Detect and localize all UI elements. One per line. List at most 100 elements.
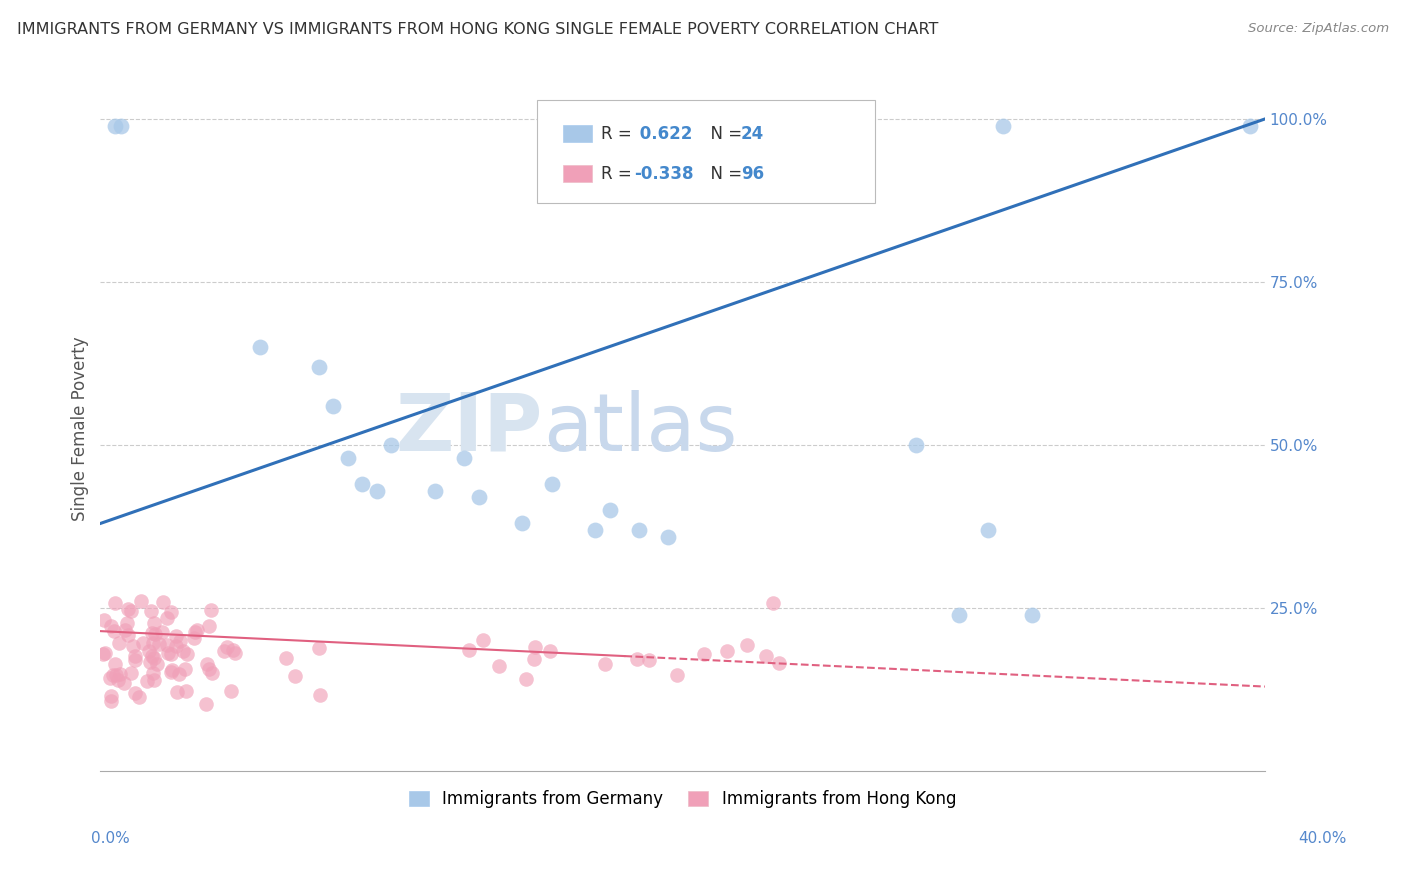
Point (157, 646, 180, 660)
Point (143, 627, 166, 641)
Y-axis label: Single Female Poverty: Single Female Poverty (72, 336, 89, 521)
Point (198, 662, 221, 676)
Text: 24: 24 (741, 125, 763, 143)
Point (108, 666, 131, 681)
Point (124, 653, 146, 667)
Point (117, 602, 139, 616)
Point (141, 625, 163, 640)
Point (735, 638, 758, 652)
Point (249, 340, 271, 354)
Point (141, 604, 163, 618)
Point (183, 631, 205, 645)
Point (176, 647, 198, 661)
Point (638, 653, 661, 667)
Point (142, 616, 165, 631)
Point (91, 647, 114, 661)
Point (308, 359, 330, 374)
Point (593, 657, 616, 672)
Point (93, 614, 115, 628)
Point (174, 683, 197, 698)
Point (762, 596, 785, 610)
Point (124, 686, 146, 700)
Point (100, 619, 122, 633)
Point (107, 673, 129, 688)
Point (110, 119, 132, 133)
Point (755, 648, 778, 663)
Point (274, 650, 297, 665)
Text: R =: R = (602, 165, 637, 183)
Point (222, 643, 245, 657)
Point (100, 690, 122, 704)
Point (148, 637, 170, 651)
Point (308, 688, 330, 702)
Point (627, 523, 650, 537)
Point (308, 640, 330, 655)
Point (512, 516, 534, 531)
Point (284, 669, 307, 683)
Point (104, 657, 127, 672)
Point (172, 644, 194, 658)
Point (538, 644, 561, 658)
Point (352, 477, 374, 491)
Legend: Immigrants from Germany, Immigrants from Hong Kong: Immigrants from Germany, Immigrants from… (402, 783, 963, 814)
Point (1239, 119, 1261, 133)
Point (468, 491, 491, 505)
Point (197, 657, 219, 672)
Point (132, 636, 155, 650)
Point (101, 668, 124, 682)
Point (159, 665, 181, 680)
Point (336, 451, 359, 466)
Text: 40.0%: 40.0% (1299, 831, 1347, 846)
Point (215, 640, 238, 654)
Point (114, 624, 136, 638)
Point (160, 663, 183, 677)
Point (98, 671, 121, 685)
Point (201, 665, 224, 680)
Text: 0.0%: 0.0% (91, 831, 131, 846)
Point (540, 477, 562, 491)
Point (145, 657, 167, 672)
Point (768, 656, 790, 670)
Point (977, 523, 1000, 537)
Text: R =: R = (602, 125, 637, 143)
Point (380, 438, 402, 452)
Point (104, 119, 127, 133)
Point (152, 595, 174, 609)
Point (100, 694, 122, 708)
Point (156, 611, 179, 625)
Point (138, 644, 160, 658)
Point (948, 607, 970, 622)
Point (150, 625, 173, 640)
Point (131, 594, 153, 608)
Point (198, 618, 221, 632)
Point (666, 668, 689, 682)
FancyBboxPatch shape (537, 100, 875, 202)
Point (212, 644, 235, 658)
Point (166, 685, 188, 699)
Point (139, 655, 162, 669)
Text: ZIP: ZIP (395, 390, 543, 468)
Point (693, 648, 716, 662)
Point (135, 674, 157, 689)
Point (599, 503, 621, 517)
Point (159, 605, 181, 619)
Point (366, 483, 388, 498)
Point (173, 662, 195, 676)
Point (322, 399, 344, 413)
Point (112, 676, 135, 690)
Point (169, 633, 191, 648)
Point (583, 523, 606, 537)
Point (165, 640, 187, 654)
Point (104, 668, 127, 682)
Point (200, 603, 222, 617)
Point (453, 451, 475, 466)
Point (515, 672, 537, 686)
Point (128, 690, 150, 705)
Point (472, 632, 495, 647)
Point (195, 698, 218, 712)
Point (141, 649, 163, 664)
Point (524, 640, 547, 654)
Text: N =: N = (700, 165, 748, 183)
Point (122, 639, 145, 653)
Point (104, 596, 127, 610)
